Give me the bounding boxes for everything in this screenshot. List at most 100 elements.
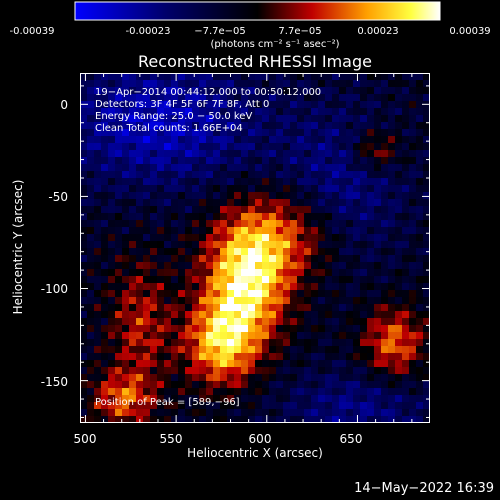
heatmap-cell [185, 150, 193, 158]
heatmap-cell [297, 220, 305, 228]
heatmap-cell [248, 199, 256, 207]
heatmap-cell [304, 416, 312, 423]
heatmap-cell [374, 381, 382, 389]
heatmap-cell [304, 297, 312, 305]
heatmap-cell [395, 73, 403, 81]
heatmap-cell [101, 248, 109, 256]
heatmap-cell [262, 206, 270, 214]
heatmap-cell [276, 346, 284, 354]
heatmap-cell [234, 304, 242, 312]
heatmap-cell [423, 304, 430, 312]
heatmap-cell [157, 115, 165, 123]
heatmap-cell [178, 136, 186, 144]
heatmap-cell [318, 332, 326, 340]
heatmap-cell [199, 192, 207, 200]
heatmap-cell [297, 304, 305, 312]
heatmap-cell [122, 157, 130, 165]
heatmap-cell [311, 367, 319, 375]
heatmap-cell [332, 80, 340, 88]
heatmap-cell [311, 87, 319, 95]
heatmap-cell [311, 283, 319, 291]
heatmap-cell [136, 248, 144, 256]
heatmap-cell [255, 241, 263, 249]
heatmap-cell [332, 304, 340, 312]
heatmap-cell [409, 416, 417, 423]
heatmap-cell [381, 199, 389, 207]
heatmap-cell [234, 136, 242, 144]
heatmap-cell [136, 276, 144, 284]
heatmap-cell [318, 122, 326, 130]
heatmap-cell [332, 157, 340, 165]
heatmap-cell [178, 269, 186, 277]
heatmap-cell [416, 199, 424, 207]
heatmap-cell [122, 409, 130, 417]
heatmap-cell [213, 192, 221, 200]
heatmap-cell [339, 304, 347, 312]
heatmap-cell [227, 206, 235, 214]
heatmap-cell [185, 241, 193, 249]
heatmap-cell [129, 192, 137, 200]
heatmap-cell [136, 94, 144, 102]
heatmap-cell [423, 276, 430, 284]
heatmap-cell [94, 164, 102, 172]
heatmap-cell [395, 157, 403, 165]
heatmap-cell [164, 122, 172, 130]
heatmap-cell [87, 150, 95, 158]
heatmap-cell [87, 178, 95, 186]
heatmap-cell [122, 94, 130, 102]
heatmap-cell [150, 199, 158, 207]
heatmap-cell [185, 290, 193, 298]
heatmap-cell [87, 353, 95, 361]
heatmap-cell [241, 332, 249, 340]
heatmap-cell [423, 73, 430, 81]
heatmap-cell [381, 192, 389, 200]
heatmap-cell [87, 262, 95, 270]
heatmap-cell [339, 241, 347, 249]
heatmap-cell [283, 283, 291, 291]
heatmap-cell [94, 402, 102, 410]
heatmap-cell [227, 332, 235, 340]
heatmap-cell [241, 346, 249, 354]
heatmap-cell [346, 213, 354, 221]
heatmap-cell [283, 290, 291, 298]
heatmap-cell [206, 213, 214, 221]
heatmap-cell [80, 171, 88, 179]
heatmap-cell [360, 262, 368, 270]
heatmap-cell [122, 269, 130, 277]
heatmap-cell [374, 136, 382, 144]
heatmap-cell [157, 213, 165, 221]
heatmap-cell [241, 157, 249, 165]
heatmap-cell [416, 276, 424, 284]
heatmap-cell [94, 115, 102, 123]
heatmap-cell [283, 234, 291, 242]
heatmap-cell [339, 199, 347, 207]
heatmap-cell [164, 199, 172, 207]
heatmap-cell [248, 374, 256, 382]
heatmap-cell [325, 262, 333, 270]
heatmap-cell [318, 262, 326, 270]
heatmap-cell [136, 395, 144, 403]
heatmap-cell [192, 213, 200, 221]
heatmap-cell [213, 395, 221, 403]
heatmap-cell [248, 157, 256, 165]
heatmap-cell [416, 185, 424, 193]
heatmap-cell [360, 115, 368, 123]
heatmap-cell [122, 87, 130, 95]
heatmap-cell [423, 402, 430, 410]
heatmap-cell [248, 346, 256, 354]
heatmap-cell [297, 318, 305, 326]
heatmap-cell [220, 318, 228, 326]
heatmap-cell [94, 311, 102, 319]
heatmap-cell [192, 150, 200, 158]
heatmap-cell [381, 297, 389, 305]
heatmap-cell [318, 241, 326, 249]
heatmap-cell [395, 311, 403, 319]
heatmap-cell [423, 367, 430, 375]
heatmap-cell [122, 339, 130, 347]
heatmap-cell [360, 388, 368, 396]
heatmap-cell [171, 94, 179, 102]
heatmap-cell [395, 241, 403, 249]
heatmap-cell [150, 255, 158, 263]
heatmap-cell [402, 318, 410, 326]
heatmap-cell [80, 388, 88, 396]
